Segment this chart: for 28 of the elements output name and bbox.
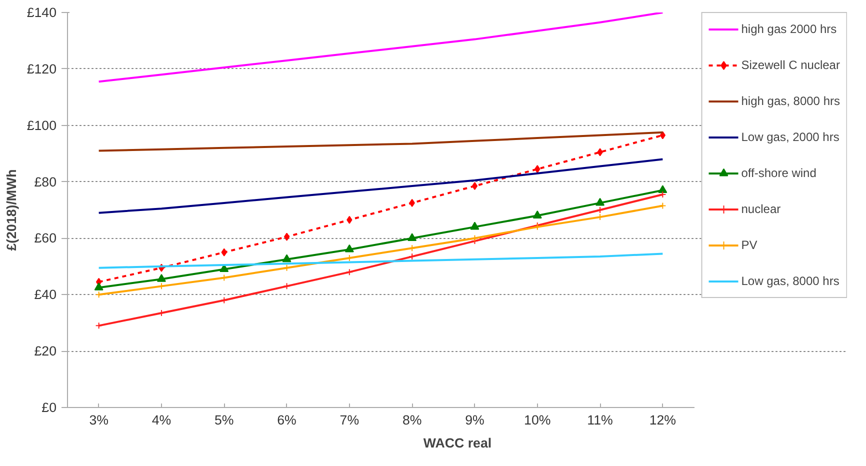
legend-label: Sizewell C nuclear	[741, 58, 840, 72]
x-tick-label: 7%	[340, 412, 360, 428]
y-axis-title: £(2018)/MWh	[4, 169, 19, 251]
y-tick-label: £20	[34, 344, 57, 359]
y-tick-label: £120	[26, 61, 57, 76]
legend-label: off-shore wind	[741, 166, 816, 180]
x-tick-label: 12%	[649, 412, 676, 428]
legend-label: PV	[741, 238, 758, 252]
x-tick-label: 3%	[89, 412, 109, 428]
x-tick-label: 8%	[402, 412, 422, 428]
legend-label: nuclear	[741, 202, 781, 216]
legend-label: Low gas, 8000 hrs	[741, 274, 840, 288]
y-tick-label: £60	[34, 230, 57, 246]
y-tick-label: £140	[26, 5, 57, 20]
x-tick-label: 11%	[587, 412, 614, 428]
y-tick-label: £80	[34, 174, 57, 190]
x-tick-label: 10%	[524, 412, 551, 428]
legend-label: high gas 2000 hrs	[741, 22, 837, 36]
x-tick-label: 6%	[277, 412, 297, 428]
y-tick-label: £100	[26, 118, 57, 133]
x-tick-label: 4%	[152, 412, 172, 428]
legend-label: Low gas, 2000 hrs	[741, 130, 840, 144]
y-tick-label: £40	[34, 287, 57, 302]
legend-label: high gas, 8000 hrs	[741, 94, 840, 108]
x-axis-title: WACC real	[423, 436, 492, 450]
x-tick-label: 5%	[214, 412, 234, 428]
y-tick-label: £0	[42, 400, 57, 415]
x-tick-label: 9%	[465, 412, 485, 428]
